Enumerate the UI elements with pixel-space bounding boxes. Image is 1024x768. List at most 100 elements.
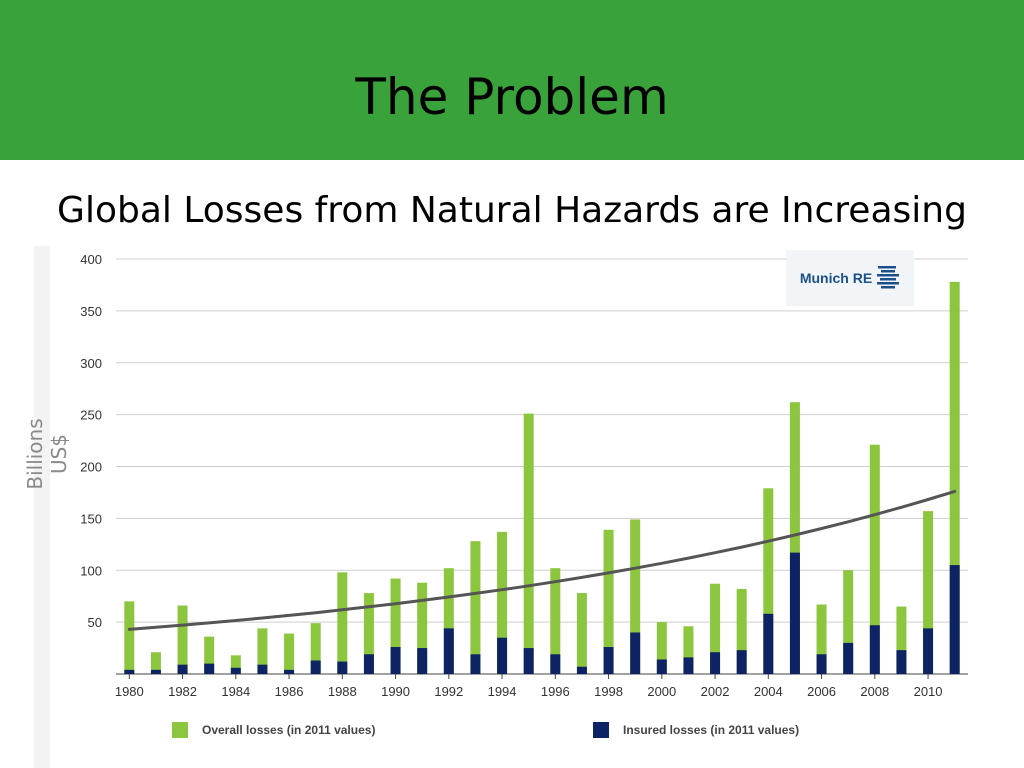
bar-overall-2003 <box>736 588 747 674</box>
logo-text: Munich RE <box>799 270 873 286</box>
bar-overall-1998 <box>603 529 614 674</box>
bar-insured-1990 <box>390 647 401 674</box>
y-tick-label: 400 <box>80 252 102 267</box>
bar-insured-2005 <box>789 552 800 674</box>
x-tick-label: 1996 <box>541 684 570 699</box>
bar-overall-2006 <box>816 604 827 674</box>
bar-overall-2010 <box>923 511 934 674</box>
bar-insured-1995 <box>523 648 534 674</box>
bar-insured-2010 <box>923 628 934 674</box>
slide-subtitle: Global Losses from Natural Hazards are I… <box>57 190 967 231</box>
munich-re-logo: Munich RE <box>786 250 914 306</box>
y-tick-label: 350 <box>80 304 102 319</box>
bar-overall-1986 <box>284 633 295 674</box>
bar-overall-2009 <box>896 606 907 674</box>
bar-insured-1983 <box>204 663 215 674</box>
y-tick-label: 300 <box>80 356 102 371</box>
bar-overall-2004 <box>763 488 774 674</box>
bar-overall-2002 <box>710 583 721 674</box>
slide-title: The Problem <box>355 68 669 126</box>
bar-insured-2008 <box>869 625 880 674</box>
bar-overall-2000 <box>656 622 667 674</box>
title-banner <box>0 0 1024 160</box>
legend-overall: Overall losses (in 2011 values) <box>172 722 375 738</box>
bar-insured-2003 <box>736 650 747 674</box>
bar-insured-2007 <box>843 642 854 674</box>
x-tick-label: 2008 <box>860 684 889 699</box>
bar-overall-1985 <box>257 628 268 674</box>
bar-overall-2008 <box>869 444 880 674</box>
x-tick-label: 1990 <box>381 684 410 699</box>
bar-overall-1992 <box>443 568 454 674</box>
x-tick-label: 2002 <box>701 684 730 699</box>
bar-overall-1988 <box>337 572 348 674</box>
bar-overall-2007 <box>843 570 854 674</box>
legend-swatch-overall <box>172 722 188 738</box>
bar-insured-2011 <box>949 565 960 674</box>
bar-insured-1991 <box>417 648 428 674</box>
chart-panel-edge <box>34 246 50 768</box>
x-tick-label: 1994 <box>488 684 517 699</box>
bar-insured-1993 <box>470 654 481 674</box>
bar-insured-1992 <box>443 628 454 674</box>
y-tick-label: 200 <box>80 460 102 475</box>
x-tick-label: 2000 <box>647 684 676 699</box>
bar-overall-1987 <box>310 623 321 674</box>
bar-insured-1989 <box>363 654 374 674</box>
bar-overall-1997 <box>576 593 587 674</box>
x-tick-label: 2004 <box>754 684 783 699</box>
x-tick-label: 2010 <box>914 684 943 699</box>
bar-insured-1981 <box>150 669 161 674</box>
bar-insured-1980 <box>124 669 135 674</box>
legend-label-overall: Overall losses (in 2011 values) <box>202 723 376 737</box>
trend-line <box>127 489 957 631</box>
x-tick-label: 2006 <box>807 684 836 699</box>
bar-overall-1984 <box>230 655 241 674</box>
bar-overall-2001 <box>683 626 694 674</box>
x-tick-label: 1988 <box>328 684 357 699</box>
y-tick-label: 150 <box>80 511 102 526</box>
bar-insured-2000 <box>656 659 667 674</box>
bar-overall-2011 <box>949 281 960 674</box>
bar-overall-1990 <box>390 578 401 674</box>
x-tick-label: 1982 <box>168 684 197 699</box>
bar-insured-1988 <box>337 661 348 674</box>
bar-overall-1981 <box>150 652 161 674</box>
bar-insured-2001 <box>683 657 694 674</box>
bar-overall-1995 <box>523 413 534 674</box>
bar-insured-1984 <box>230 667 241 674</box>
bar-insured-1998 <box>603 647 614 674</box>
legend-swatch-insured <box>593 722 609 738</box>
bar-insured-1982 <box>177 664 188 674</box>
bar-insured-2009 <box>896 650 907 674</box>
bar-overall-1991 <box>417 582 428 674</box>
bar-insured-1986 <box>284 669 295 674</box>
bar-overall-1983 <box>204 636 215 674</box>
bar-overall-1982 <box>177 605 188 674</box>
bar-overall-2005 <box>789 402 800 674</box>
x-tick-label: 1986 <box>275 684 304 699</box>
bar-insured-1994 <box>497 637 508 674</box>
x-tick-label: 1992 <box>434 684 463 699</box>
bar-overall-1996 <box>550 568 561 674</box>
x-tick-label: 1984 <box>221 684 250 699</box>
bar-insured-1987 <box>310 660 321 674</box>
bar-insured-1985 <box>257 664 268 674</box>
bar-insured-1999 <box>630 632 641 674</box>
bar-insured-2002 <box>710 652 721 674</box>
legend-insured: Insured losses (in 2011 values) <box>593 722 799 738</box>
y-tick-label: 250 <box>80 408 102 423</box>
x-tick-label: 1998 <box>594 684 623 699</box>
x-tick-label: 1980 <box>115 684 144 699</box>
bar-overall-1994 <box>497 531 508 674</box>
y-tick-label: 50 <box>88 615 102 630</box>
bar-overall-1993 <box>470 541 481 674</box>
bar-overall-1980 <box>124 601 135 674</box>
bar-insured-1996 <box>550 654 561 674</box>
bar-insured-1997 <box>576 666 587 674</box>
bar-overall-1989 <box>363 593 374 674</box>
bar-insured-2004 <box>763 613 774 674</box>
y-tick-label: 100 <box>80 563 102 578</box>
bar-overall-1999 <box>630 519 641 674</box>
